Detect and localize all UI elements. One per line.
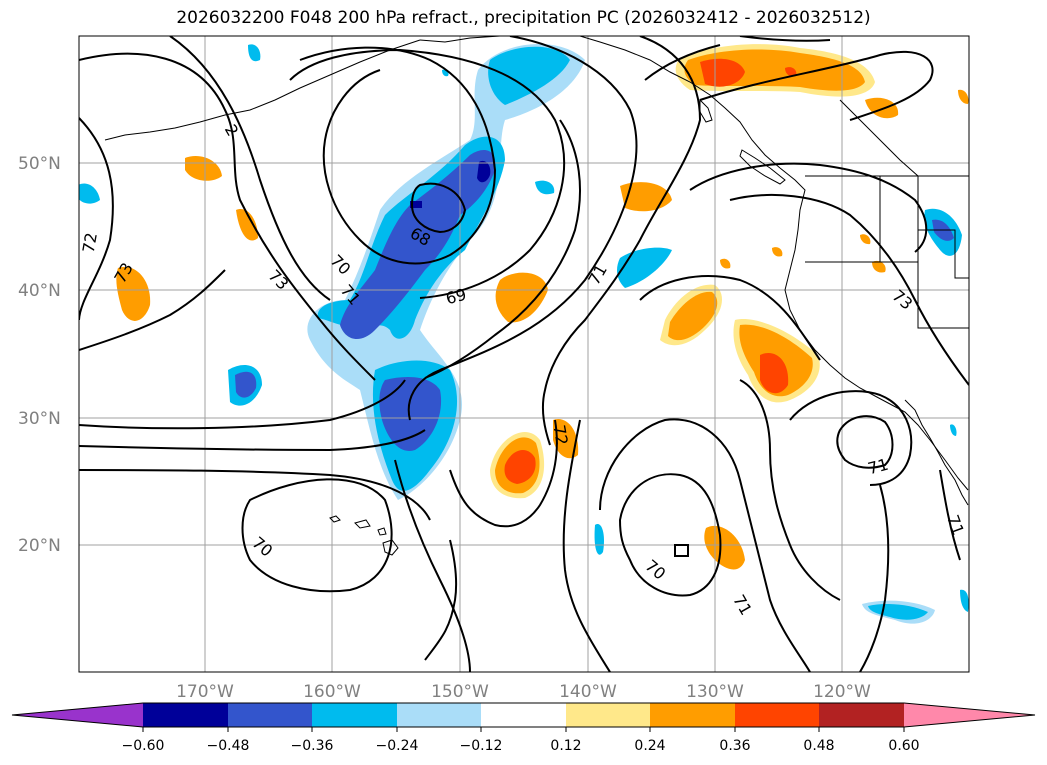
- latitude-labels: 50°N 40°N 30°N 20°N: [18, 154, 61, 556]
- positive-shading: [116, 44, 969, 570]
- lat-label: 50°N: [18, 154, 61, 174]
- contour-label: 72: [79, 231, 101, 254]
- colorbar-tick-label: 0.36: [719, 738, 750, 754]
- colorbar-tick-label: −0.24: [376, 738, 419, 754]
- colorbar-segment: [397, 703, 481, 727]
- lon-label: 130°W: [686, 682, 744, 702]
- colorbar-segment: [143, 703, 228, 727]
- map-panel[interactable]: 2 72 73 70 71 73 68 69 71 73 72 70 70 71…: [78, 36, 969, 672]
- colorbar-tick-label: 0.60: [888, 738, 919, 754]
- colorbar-tick-label: −0.48: [207, 738, 250, 754]
- colorbar-segment: [228, 703, 312, 727]
- lon-label: 160°W: [303, 682, 361, 702]
- map-frame: [78, 35, 970, 673]
- colorbar: −0.60 −0.48 −0.36 −0.24 −0.12 0.12 0.24 …: [11, 702, 1036, 754]
- colorbar-segment: [819, 703, 904, 727]
- negative-shading: [79, 43, 969, 624]
- refractivity-contours: [79, 36, 969, 672]
- longitude-labels: 170°W 160°W 150°W 140°W 130°W 120°W: [176, 682, 871, 702]
- coastlines: [104, 36, 969, 556]
- colorbar-segment: [735, 703, 819, 727]
- colorbar-segment: [650, 703, 735, 727]
- contour-label: 69: [444, 285, 469, 309]
- colorbar-over-triangle: [904, 703, 1035, 727]
- graticule: [79, 36, 969, 672]
- colorbar-tick-label: 0.48: [803, 738, 834, 754]
- contour-label: 72: [549, 423, 571, 446]
- colorbar-under-triangle: [12, 703, 143, 727]
- colorbar-segment: [566, 703, 650, 727]
- colorbar-tick-label: −0.60: [122, 738, 165, 754]
- contour-label: 71: [866, 455, 891, 479]
- colorbar-tick-label: 0.24: [634, 738, 665, 754]
- lon-label: 120°W: [813, 682, 871, 702]
- colorbar-tick-label: −0.12: [460, 738, 503, 754]
- lat-label: 40°N: [18, 281, 61, 301]
- lon-label: 170°W: [176, 682, 234, 702]
- colorbar-tick-label: −0.36: [291, 738, 334, 754]
- colorbar-tick-label: 0.12: [550, 738, 581, 754]
- map-title: 2026032200 F048 200 hPa refract., precip…: [176, 8, 871, 28]
- lon-label: 140°W: [559, 682, 617, 702]
- lat-label: 30°N: [18, 409, 61, 429]
- colorbar-segment: [312, 703, 397, 727]
- lon-label: 150°W: [431, 682, 489, 702]
- lat-label: 20°N: [18, 536, 61, 556]
- colorbar-segment: [481, 703, 566, 727]
